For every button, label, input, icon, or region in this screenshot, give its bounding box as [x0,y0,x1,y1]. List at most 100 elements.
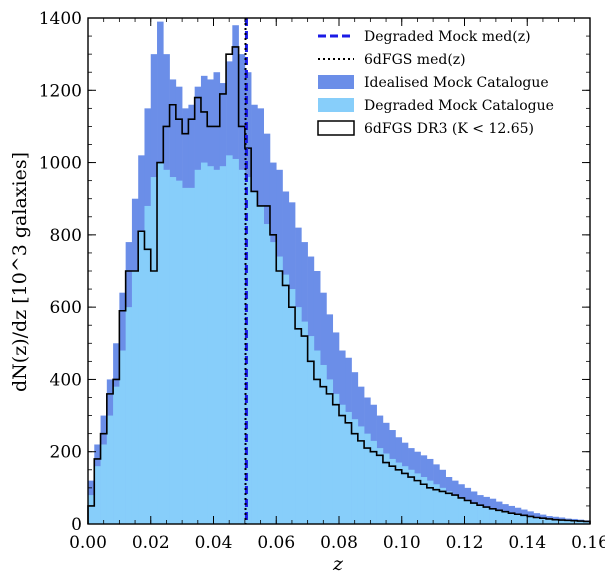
degraded-bar [320,364,327,524]
degraded-bar [564,520,572,524]
degraded-bar [100,444,108,524]
degraded-bar [395,462,403,524]
x-tick-label: 0.10 [383,533,421,553]
degraded-bar [414,473,421,524]
legend-label: Idealised Mock Catalogue [364,75,549,91]
degraded-bar [345,411,352,524]
degraded-bar [508,513,515,524]
legend-marker [318,98,354,112]
degraded-bar [439,487,446,524]
degraded-bar [194,169,202,525]
degraded-bar [163,169,170,525]
x-tick-label: 0.08 [320,533,358,553]
degraded-bar [326,379,334,524]
degraded-bar [119,350,126,524]
degraded-bar [301,321,308,524]
degraded-bar [282,274,290,524]
degraded-bar [257,205,264,524]
degraded-bar [213,169,221,525]
degraded-bar [244,177,252,524]
x-tick-label: 0.04 [195,533,233,553]
x-tick-label: 0.14 [508,533,546,553]
y-axis-ticks: 0 200 400 600 800 1000 1200 1400 [39,9,590,535]
degraded-bar [175,180,183,524]
degraded-bar [514,514,522,524]
degraded-bar [376,448,384,524]
degraded-bar [451,495,459,524]
x-tick-label: 0.16 [571,533,605,553]
degraded-bar [477,505,484,524]
degraded-bar [188,187,195,524]
degraded-bar [401,466,409,524]
degraded-bar [131,271,139,524]
x-tick-label: 0.02 [132,533,170,553]
degraded-bar [313,350,321,524]
x-tick-label: 0.12 [446,533,484,553]
degraded-bar [200,162,208,525]
y-tick-label: 400 [50,370,82,390]
degraded-mock-bars [88,155,591,525]
degraded-bar [157,162,164,525]
degraded-bar [552,519,559,524]
degraded-bar [408,469,415,524]
degraded-bar [527,516,534,524]
degraded-bar [113,386,120,524]
degraded-bar [207,166,214,524]
degraded-bar [533,517,541,524]
degraded-bar [464,500,472,524]
x-axis-label: z [332,553,344,575]
degraded-bar [382,453,390,524]
degraded-bar [332,393,340,524]
x-tick-label: 0.06 [257,533,295,553]
degraded-bar [339,404,346,524]
degraded-bar [232,158,239,524]
degraded-bar [182,187,189,524]
degraded-bar [138,231,145,524]
y-tick-label: 1200 [39,81,82,101]
degraded-bar [269,242,277,525]
y-tick-label: 800 [50,226,82,246]
degraded-bar [238,169,246,525]
degraded-bar [144,205,152,524]
degraded-bar [251,191,258,524]
y-tick-label: 1000 [39,154,82,174]
y-tick-label: 600 [50,298,82,318]
x-axis-ticks: 0.00 0.02 0.04 0.06 0.08 0.10 0.12 0.14 0.16 [69,18,605,553]
legend: Degraded Mock med(z) 6dFGS med(z) Idealise… [317,29,554,137]
degraded-bar [307,336,315,524]
legend-marker [317,120,355,136]
y-tick-label: 0 [71,515,82,535]
6dfgs-dr3-step-outline [87,46,591,524]
degraded-bar [88,495,95,524]
x-tick-label: 0.00 [69,533,107,553]
degraded-bar [219,166,227,524]
degraded-bar [489,508,497,524]
degraded-bar [558,520,566,524]
degraded-bar [370,440,377,524]
degraded-bar [288,289,296,524]
degraded-bar [364,433,371,524]
degraded-bar [389,458,396,524]
degraded-bar [94,466,101,524]
y-axis-label: dN(z)/dz [10^3 galaxies] [9,152,31,392]
degraded-bar [577,521,585,524]
degraded-bar [546,518,553,524]
legend-label: 6dFGS DR3 (K < 12.65) [364,121,534,137]
degraded-bar [351,419,359,524]
degraded-bar [583,521,591,524]
degraded-bar [150,177,158,524]
degraded-bar [106,415,114,524]
degraded-bar [226,155,233,525]
degraded-bar [520,515,528,524]
degraded-bar [169,177,177,524]
degraded-bar [420,477,428,524]
degraded-bar [125,307,133,524]
legend-label: Degraded Mock med(z) [364,29,531,45]
legend-marker [318,75,354,89]
degraded-bar [502,511,509,524]
degraded-bar [426,480,434,524]
legend-label: Degraded Mock Catalogue [364,98,554,114]
degraded-bar [276,256,283,524]
degraded-bar [445,491,453,524]
